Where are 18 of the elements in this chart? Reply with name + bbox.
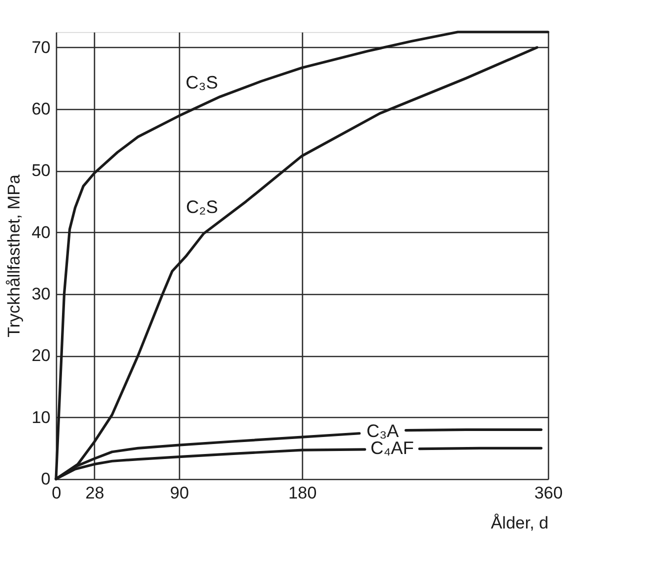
y-tick-label: 30 — [32, 284, 50, 304]
y-tick-label: 40 — [32, 222, 50, 242]
y-tick-label: 70 — [32, 38, 50, 57]
x-tick-label: 90 — [170, 484, 189, 502]
x-tick-label: 180 — [288, 484, 317, 502]
y-axis-title: Tryckhållfasthet, MPa — [4, 174, 24, 338]
y-tick-label: 20 — [32, 346, 50, 366]
y-tick-label: 0 — [41, 470, 50, 488]
series-label: C₃S — [186, 72, 218, 93]
y-tick-label: 10 — [32, 408, 50, 427]
x-tick-label: 360 — [534, 484, 563, 502]
x-axis-title: Ålder, d — [490, 514, 548, 532]
series-label: C₃A — [366, 420, 399, 441]
x-tick-label: 28 — [85, 484, 104, 502]
series-label: C₄AF — [370, 438, 414, 458]
series-label: C₂S — [186, 197, 218, 218]
y-tick-label: 50 — [32, 161, 50, 180]
y-tick-label: 60 — [32, 100, 50, 119]
